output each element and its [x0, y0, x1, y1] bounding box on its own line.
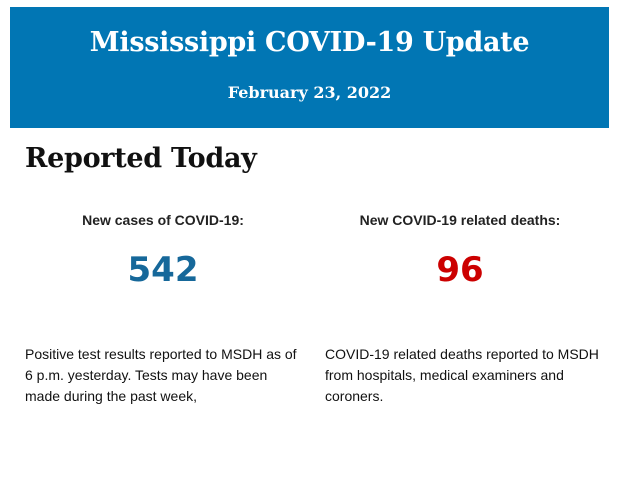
new-cases-description: Positive test results reported to MSDH a… — [25, 346, 297, 404]
new-deaths-value: 96 — [436, 250, 484, 290]
page-title: Mississippi COVID-19 Update — [89, 27, 530, 58]
new-cases-label: New cases of COVID-19: — [82, 212, 244, 228]
section-title: Reported Today — [25, 143, 257, 174]
report-date: February 23, 2022 — [227, 83, 392, 102]
header-banner: Mississippi COVID-19 Update February 23,… — [10, 7, 609, 128]
new-deaths-label: New COVID-19 related deaths: — [359, 212, 561, 228]
new-cases-value: 542 — [127, 250, 199, 290]
new-deaths-description: COVID-19 related deaths reported to MSDH… — [325, 346, 599, 404]
